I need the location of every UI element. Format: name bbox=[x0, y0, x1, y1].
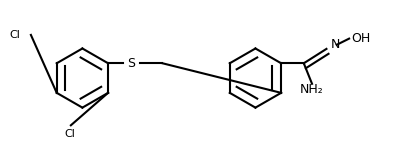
Text: NH₂: NH₂ bbox=[300, 83, 324, 97]
Text: N: N bbox=[330, 38, 340, 51]
Text: OH: OH bbox=[351, 32, 370, 45]
Text: S: S bbox=[127, 57, 135, 70]
Text: Cl: Cl bbox=[9, 30, 20, 40]
Text: Cl: Cl bbox=[65, 128, 75, 138]
